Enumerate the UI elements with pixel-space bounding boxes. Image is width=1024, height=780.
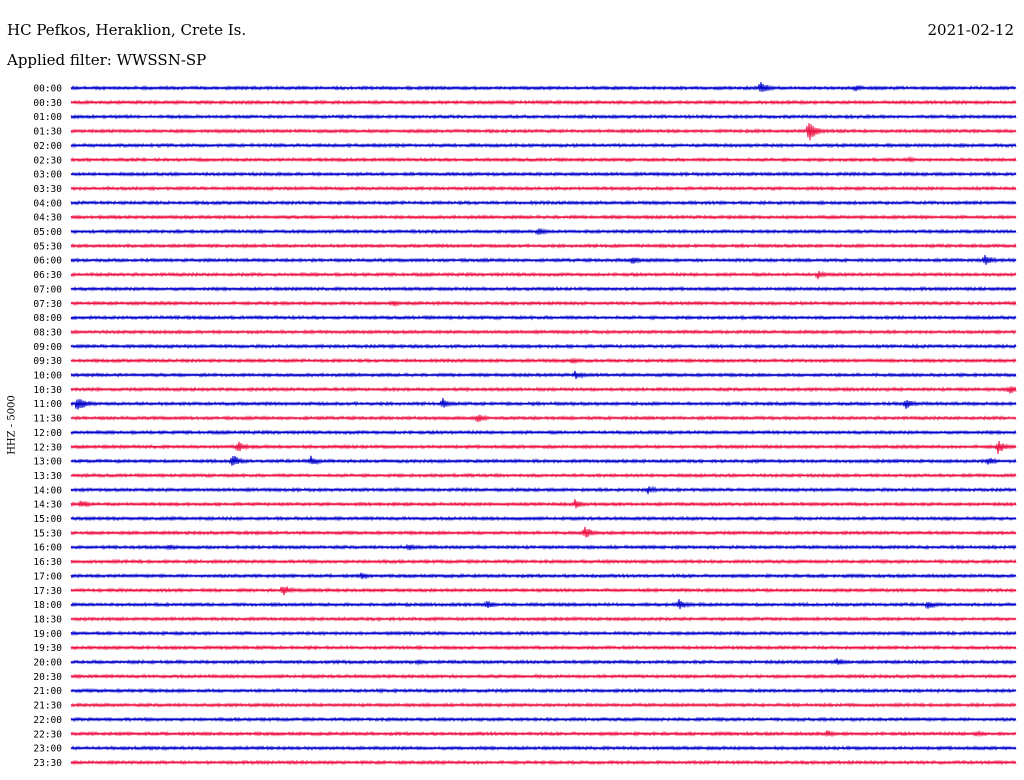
row-label: 10:30 <box>33 385 62 396</box>
trace-lines <box>70 81 1017 766</box>
row-label: 04:00 <box>33 198 62 209</box>
row-label: 20:00 <box>33 658 62 669</box>
trace-row <box>70 586 1017 596</box>
row-label: 23:30 <box>33 758 62 769</box>
row-label: 16:00 <box>33 543 62 554</box>
row-label: 02:00 <box>33 141 62 152</box>
row-label: 00:30 <box>33 98 62 109</box>
trace-row <box>70 526 1017 538</box>
row-label: 00:00 <box>33 84 62 95</box>
row-label: 02:30 <box>33 155 62 166</box>
row-label: 21:00 <box>33 686 62 697</box>
row-label: 11:30 <box>33 414 62 425</box>
row-label: 13:00 <box>33 457 62 468</box>
row-label: 19:00 <box>33 629 62 640</box>
row-label: 14:30 <box>33 500 62 511</box>
row-label: 18:30 <box>33 614 62 625</box>
row-label: 22:00 <box>33 715 62 726</box>
row-label: 09:30 <box>33 356 62 367</box>
row-label: 22:30 <box>33 729 62 740</box>
row-label: 18:00 <box>33 600 62 611</box>
row-label: 16:30 <box>33 557 62 568</box>
row-label: 01:00 <box>33 112 62 123</box>
row-label: 17:30 <box>33 586 62 597</box>
filter-label: Applied filter: WWSSN-SP <box>7 51 207 69</box>
row-label: 01:30 <box>33 127 62 138</box>
row-label: 05:30 <box>33 241 62 252</box>
trace-row <box>70 81 1017 92</box>
row-label: 13:30 <box>33 471 62 482</box>
row-label: 21:30 <box>33 701 62 712</box>
station-title: HC Pefkos, Heraklion, Crete Is. <box>7 21 247 39</box>
row-label: 07:00 <box>33 284 62 295</box>
row-label: 11:00 <box>33 399 62 410</box>
date-label: 2021-02-12 <box>927 21 1014 39</box>
row-labels: 00:00 00:30 01:00 01:30 02:00 02:30 03:00 03:30… <box>33 84 62 769</box>
row-label: 03:00 <box>33 170 62 181</box>
row-label: 12:00 <box>33 428 62 439</box>
row-label: 09:00 <box>33 342 62 353</box>
row-label: 06:00 <box>33 256 62 267</box>
row-label: 17:00 <box>33 571 62 582</box>
row-label: 08:00 <box>33 313 62 324</box>
row-label: 05:00 <box>33 227 62 238</box>
trace-row <box>70 123 1017 141</box>
row-label: 15:00 <box>33 514 62 525</box>
trace-row <box>70 440 1017 454</box>
row-label: 12:30 <box>33 442 62 453</box>
row-label: 04:30 <box>33 213 62 224</box>
row-label: 14:00 <box>33 485 62 496</box>
row-label: 08:30 <box>33 327 62 338</box>
row-label: 07:30 <box>33 299 62 310</box>
row-label: 20:30 <box>33 672 62 683</box>
row-label: 19:30 <box>33 643 62 654</box>
row-label: 10:00 <box>33 371 62 382</box>
row-label: 03:30 <box>33 184 62 195</box>
row-label: 15:30 <box>33 528 62 539</box>
row-label: 23:00 <box>33 744 62 755</box>
row-label: 06:30 <box>33 270 62 281</box>
